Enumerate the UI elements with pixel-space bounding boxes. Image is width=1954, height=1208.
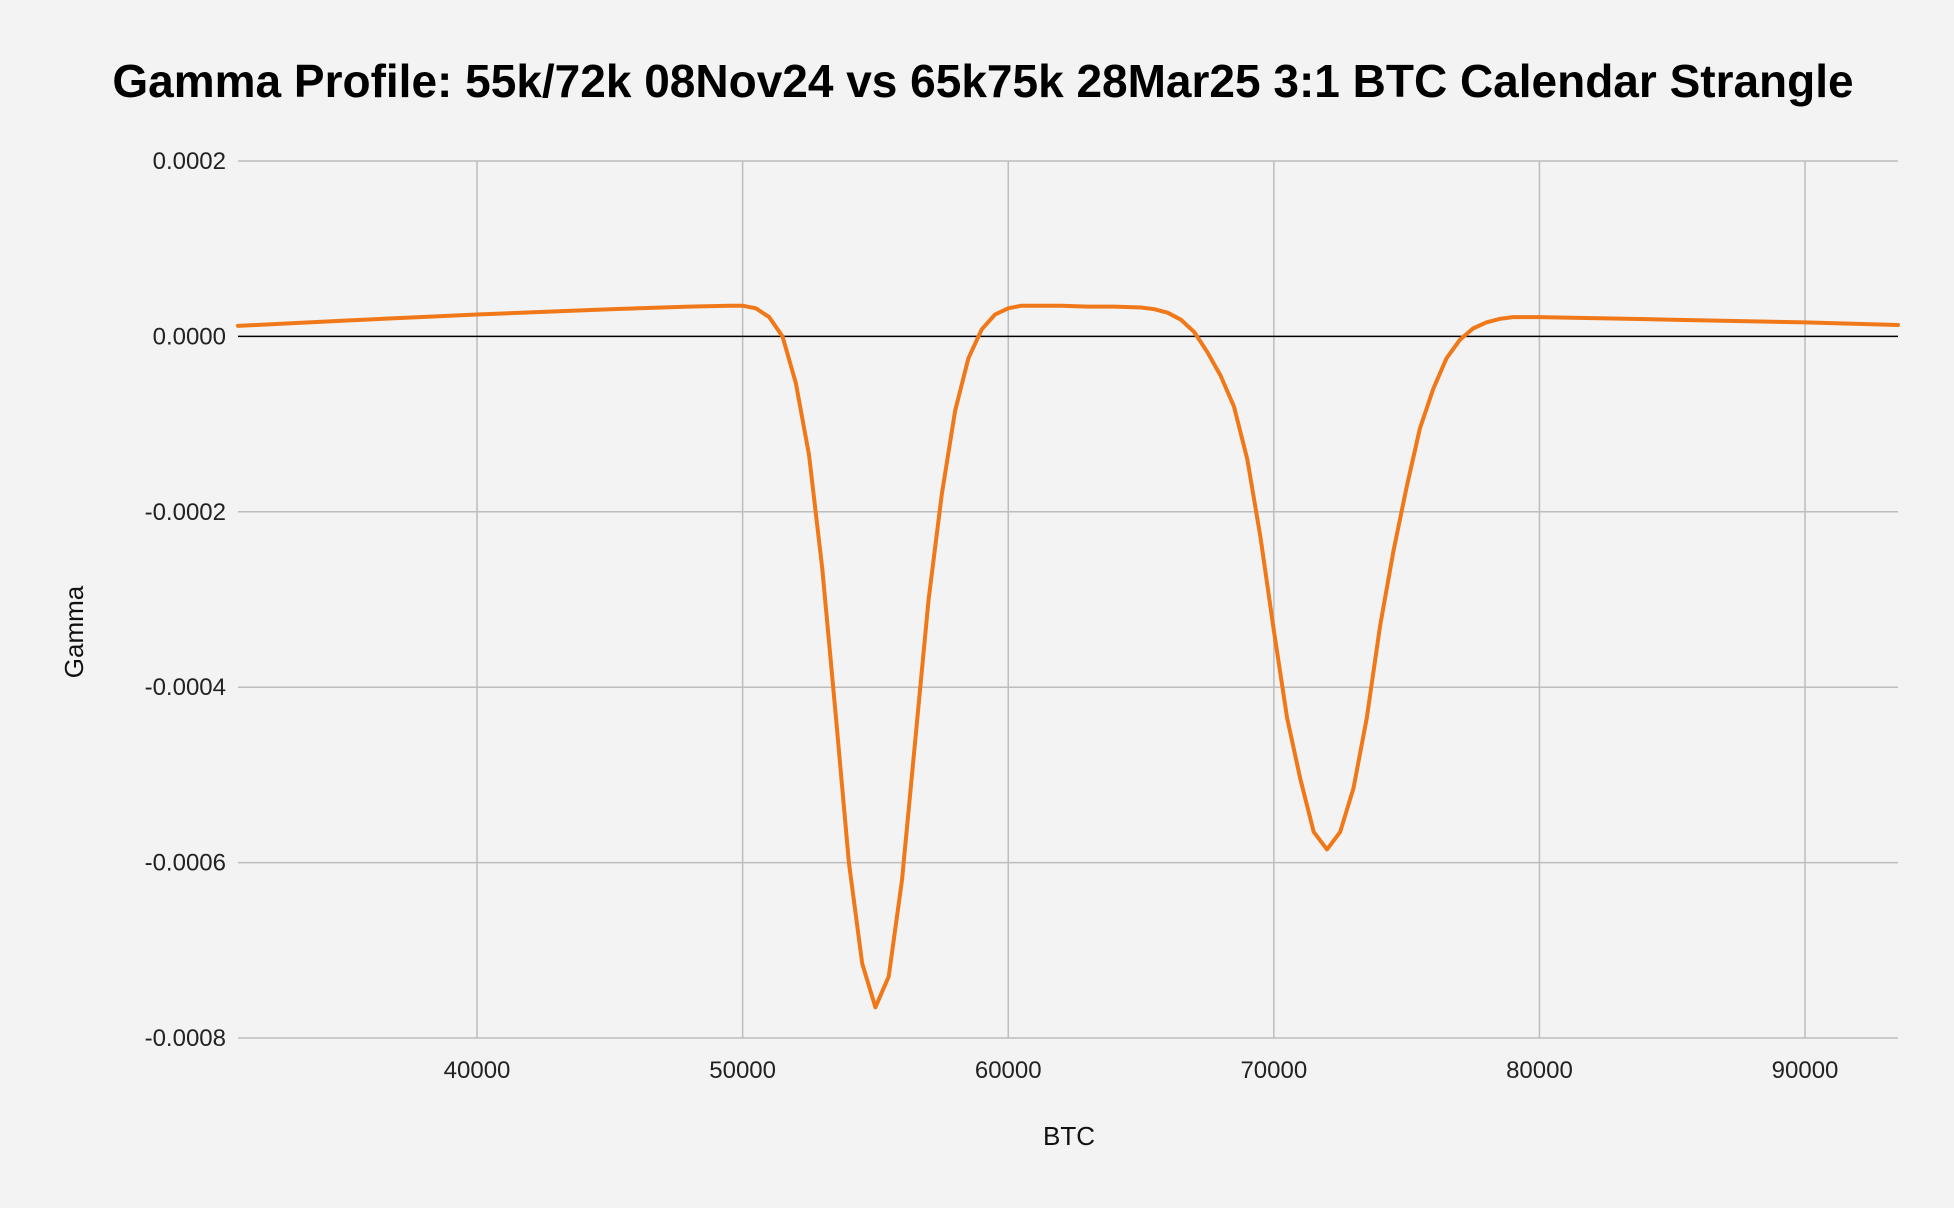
x-tick-label-2: 60000 — [975, 1057, 1042, 1084]
x-tick-label-1: 50000 — [709, 1057, 776, 1084]
y-axis-tick-labels: 0.0002 0.0000 -0.0002 -0.0004 -0.0006 -0.0008 — [145, 148, 226, 1052]
x-tick-label-5: 90000 — [1772, 1057, 1839, 1084]
x-tick-label-0: 40000 — [444, 1057, 511, 1084]
series-group — [236, 303, 1900, 1010]
x-tick-label-3: 70000 — [1240, 1057, 1307, 1084]
chart-title: Gamma Profile: 55k/72k 08Nov24 vs 65k75k… — [112, 55, 1853, 107]
x-axis-title: BTC — [1043, 1121, 1095, 1151]
gridlines — [238, 160, 1898, 1039]
y-axis-title: Gamma — [59, 585, 89, 678]
y-tick-label-1: 0.0000 — [153, 323, 226, 350]
y-tick-label-3: -0.0004 — [145, 674, 226, 701]
y-tick-label-2: -0.0002 — [145, 499, 226, 526]
gamma-series-line-0 — [236, 303, 1900, 1010]
y-tick-label-5: -0.0008 — [145, 1025, 226, 1052]
y-tick-label-0: 0.0002 — [153, 148, 226, 175]
x-axis-tick-labels: 40000 50000 60000 70000 80000 90000 — [444, 1057, 1839, 1084]
x-tick-label-4: 80000 — [1506, 1057, 1573, 1084]
y-tick-label-4: -0.0006 — [145, 850, 226, 877]
